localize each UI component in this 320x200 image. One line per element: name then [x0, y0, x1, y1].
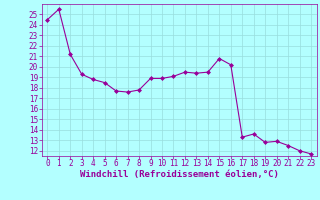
X-axis label: Windchill (Refroidissement éolien,°C): Windchill (Refroidissement éolien,°C) — [80, 170, 279, 179]
